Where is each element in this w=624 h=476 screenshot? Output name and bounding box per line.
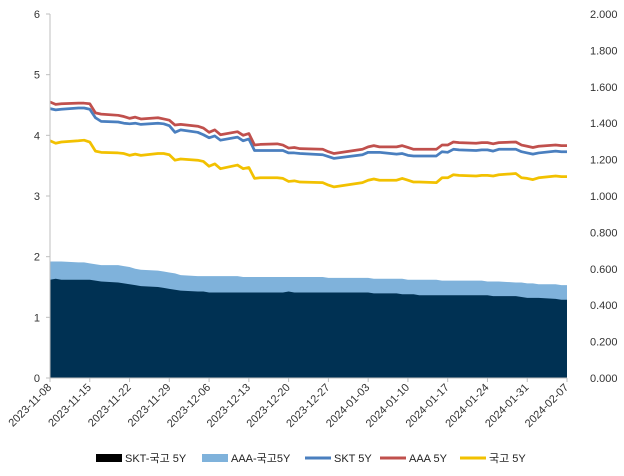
area-series-group <box>50 261 567 378</box>
y-right-tick-label: 1.600 <box>590 82 618 94</box>
y-right-tick-label: 1.800 <box>590 45 618 57</box>
y-left-tick-label: 4 <box>34 130 40 142</box>
legend-label: AAA 5Y <box>409 453 448 465</box>
y-left-tick-label: 0 <box>34 373 40 385</box>
legend-label: AAA-국고5Y <box>231 453 291 465</box>
legend-label: SKT-국고 5Y <box>125 453 187 465</box>
legend: SKT-국고 5Y AAA-국고5Y SKT 5Y AAA 5Y 국고 5Y <box>96 453 526 465</box>
line-SKT-5Y <box>49 106 567 160</box>
y-left-tick-label: 3 <box>34 191 40 203</box>
y-left-tick-label: 2 <box>34 252 40 264</box>
legend-swatch <box>202 454 228 462</box>
legend-label: SKT 5Y <box>334 453 372 465</box>
area-SKT-국고-5Y <box>50 278 567 378</box>
y-right-tick-label: 0.200 <box>590 337 618 349</box>
y-left-tick-label: 5 <box>34 70 40 82</box>
line-국고-5Y <box>49 138 567 189</box>
y-right-tick-label: 0.800 <box>590 227 618 239</box>
y-right-tick-label: 1.000 <box>590 191 618 203</box>
y-right-tick-label: 1.200 <box>590 155 618 167</box>
line-AAA-5Y <box>49 100 567 155</box>
legend-label: 국고 5Y <box>489 453 526 465</box>
y-left-tick-label: 1 <box>34 312 40 324</box>
y-right-tick-label: 1.400 <box>590 118 618 130</box>
y-right-tick-label: 0.000 <box>590 373 618 385</box>
y-right-tick-label: 2.000 <box>590 9 618 21</box>
y-right-tick-label: 0.400 <box>590 300 618 312</box>
legend-swatch <box>96 454 122 462</box>
y-left-tick-label: 6 <box>34 9 40 21</box>
y-right-tick-label: 0.600 <box>590 264 618 276</box>
line-series-group <box>49 100 567 189</box>
